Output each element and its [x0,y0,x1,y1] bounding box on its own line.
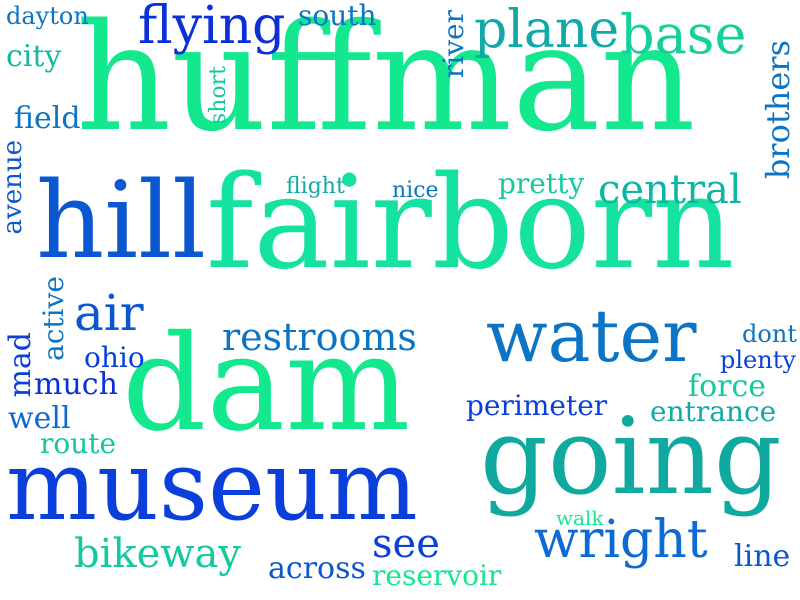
word-fairborn: fairborn [206,149,735,298]
word-going: going [480,395,782,518]
word-plane: plane [474,0,620,60]
word-mad: mad [3,332,38,398]
word-wright: wright [534,510,708,570]
word-field: field [14,101,81,136]
word-restrooms: restrooms [222,315,417,359]
word-entrance: entrance [650,395,777,428]
word-route: route [40,427,117,460]
word-force: force [688,369,767,404]
word-dam: dam [122,307,411,461]
word-air: air [74,284,144,342]
word-dayton: dayton [6,2,89,30]
word-base: base [620,3,747,66]
word-city: city [6,39,62,74]
word-nice: nice [392,178,439,203]
word-bikeway: bikeway [74,531,241,577]
word-perimeter: perimeter [466,389,608,422]
word-well: well [8,401,71,436]
word-south: south [298,0,377,32]
word-brothers: brothers [759,40,797,180]
word-line: line [734,539,791,574]
word-across: across [268,551,366,586]
word-hill: hill [36,159,206,282]
word-flying: flying [138,0,286,56]
word-plenty: plenty [720,346,796,374]
word-dont: dont [742,320,797,348]
word-ohio: ohio [84,341,145,374]
word-pretty: pretty [498,167,585,200]
word-much: much [34,367,118,402]
word-water: water [486,294,697,378]
word-walk: walk [556,506,604,530]
word-avenue: avenue [0,140,28,235]
word-museum: museum [6,430,418,542]
word-reservoir: reservoir [372,559,502,592]
word-river: river [437,10,470,79]
word-huffman: huffman [76,0,696,164]
word-flight: flight [286,174,345,199]
word-short: short [206,66,231,125]
word-active: active [37,276,70,361]
word-central: central [598,167,742,213]
word-see: see [372,521,440,567]
